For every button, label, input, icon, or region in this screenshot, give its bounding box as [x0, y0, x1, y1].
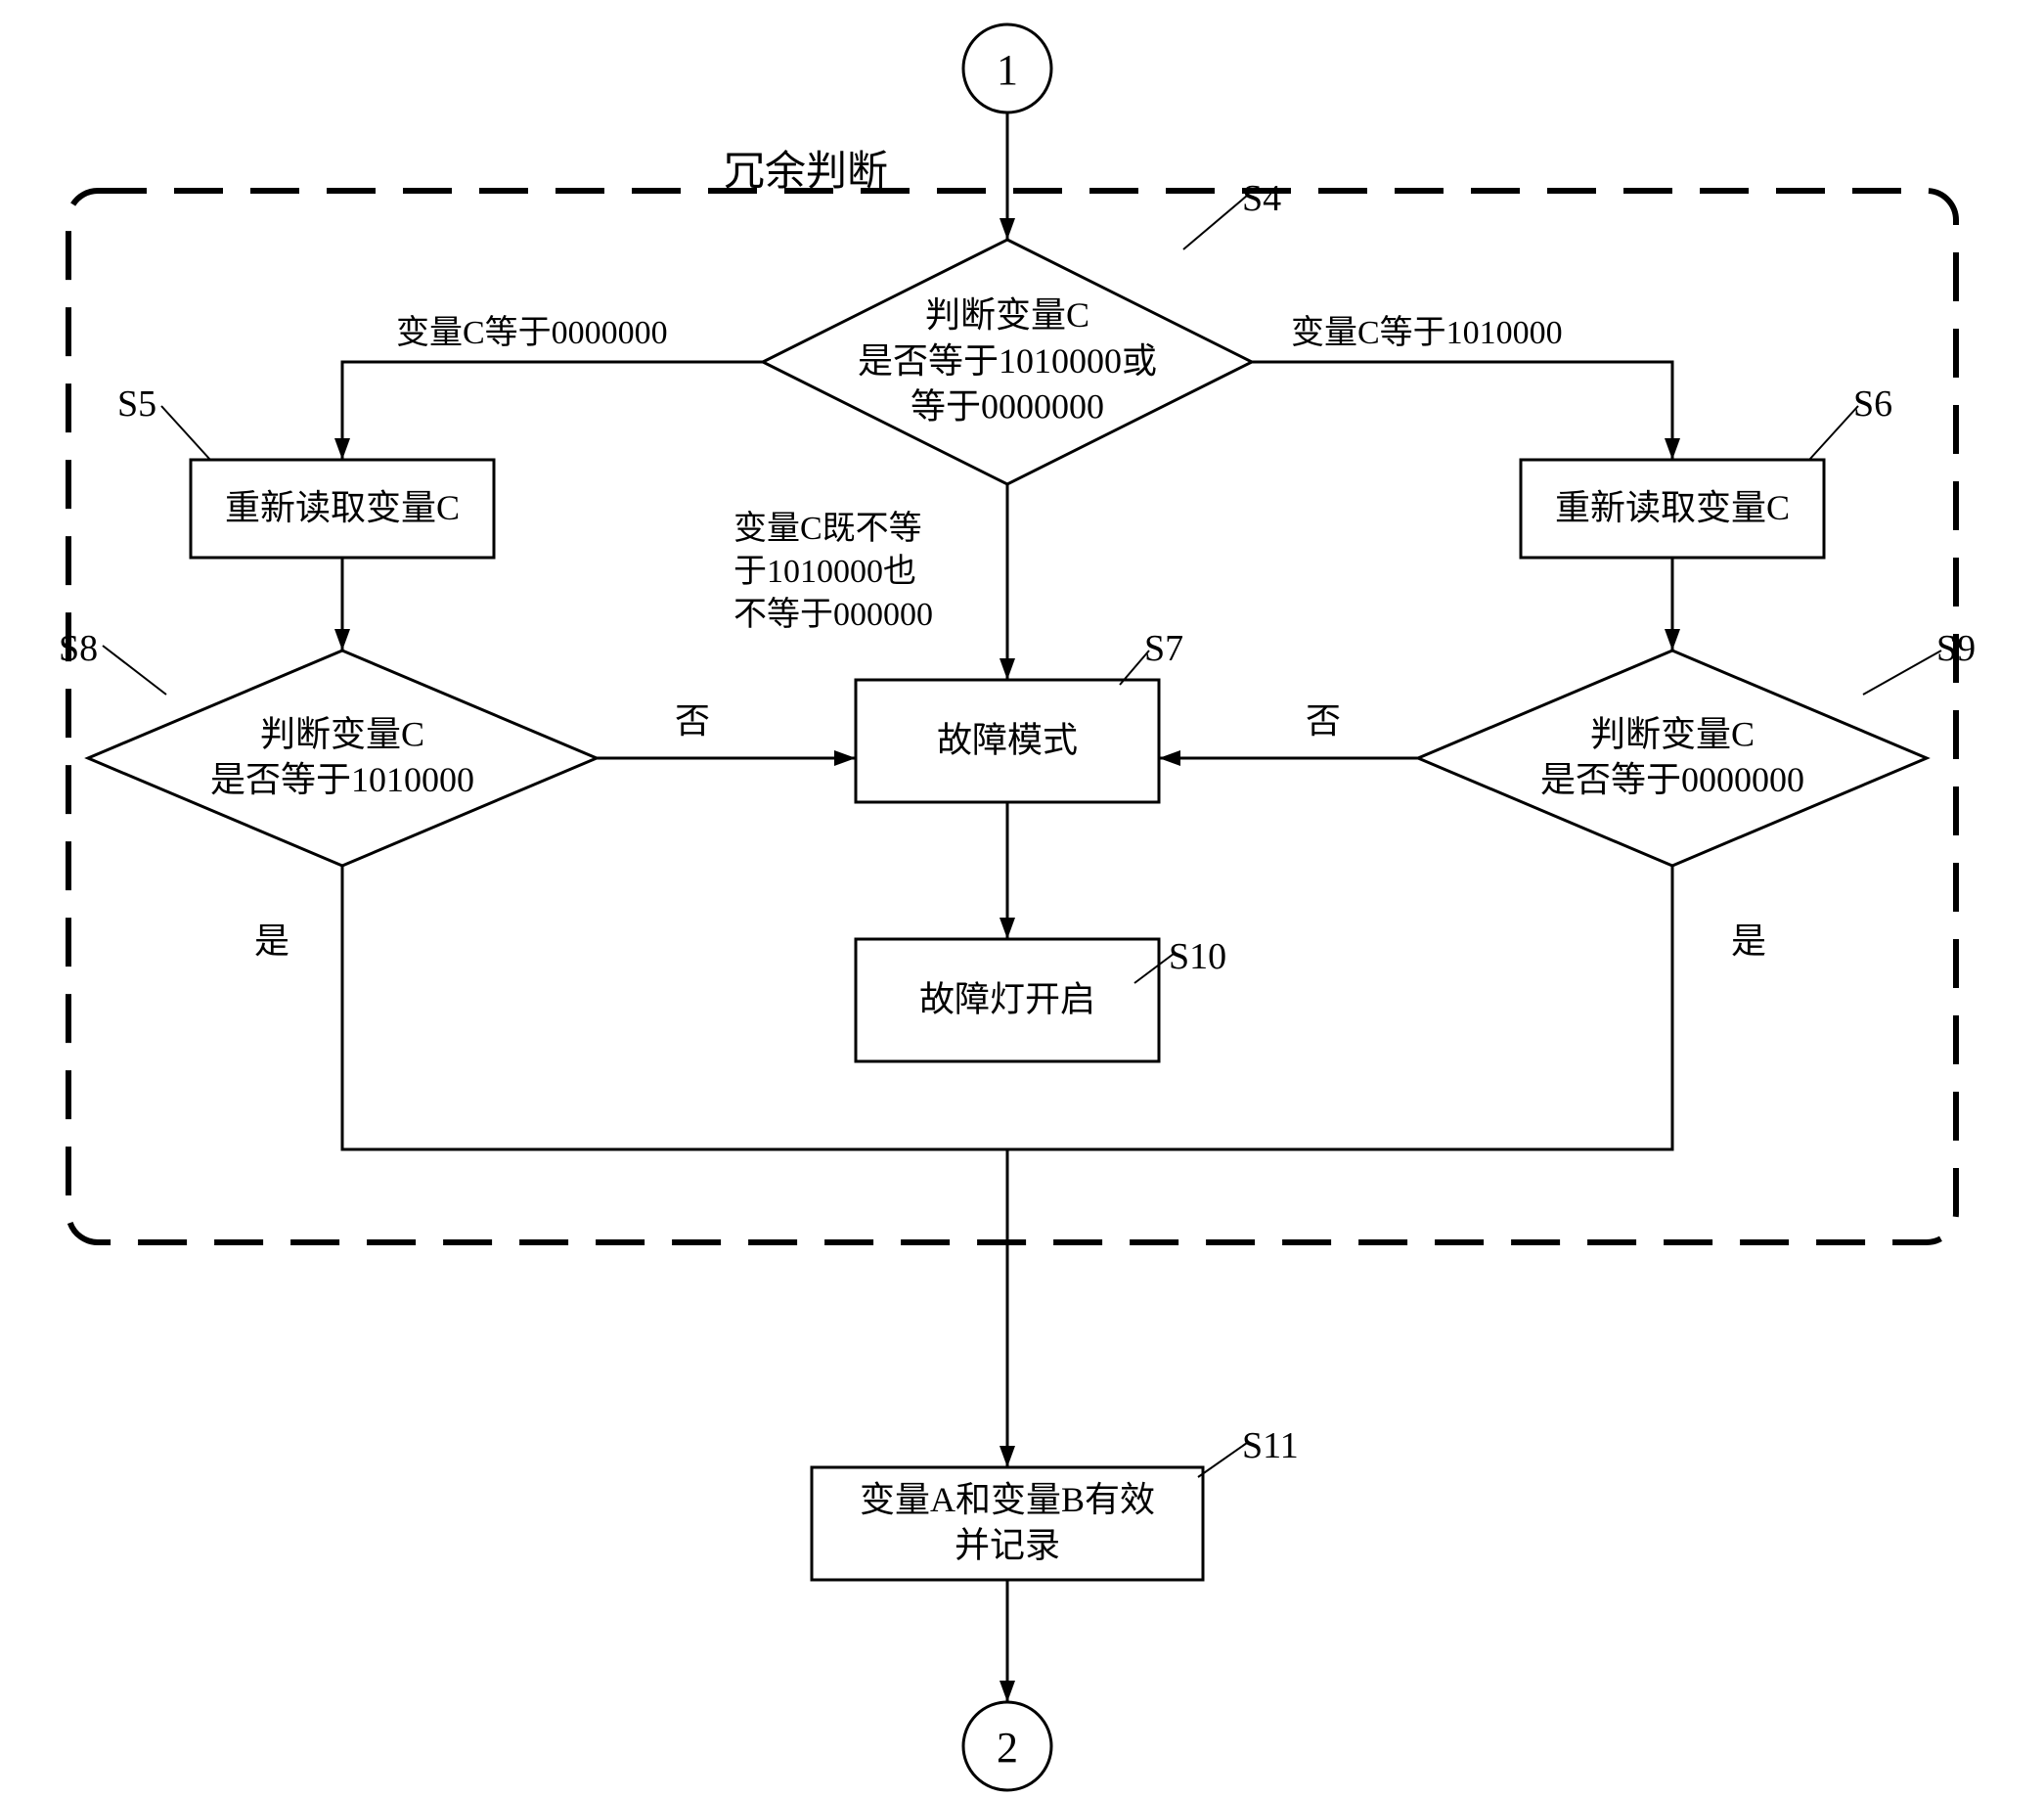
flowchart-svg: 1 2 判断变量C 是否等于1010000或等于0000000 重新读取变量C 重新读取变… — [0, 0, 2044, 1797]
s5-tag: S5 — [117, 382, 156, 428]
svg-text:重新读取变量C: 重新读取变量C — [1555, 488, 1790, 527]
svg-text:判断变量C: 判断变量C — [1590, 714, 1755, 753]
s4-tag: S4 — [1242, 176, 1281, 223]
svg-text:重新读取变量C: 重新读取变量C — [225, 488, 460, 527]
svg-text:并记录: 并记录 — [955, 1526, 1060, 1565]
svg-text:是否等于1010000或: 是否等于1010000或 — [858, 341, 1157, 381]
section-title: 冗余判断 — [724, 147, 888, 199]
s9-tag: S9 — [1936, 626, 1976, 673]
svg-text:1: 1 — [997, 46, 1018, 94]
svg-text:是否等于1010000: 是否等于1010000 — [210, 760, 474, 799]
svg-text:判断变量C: 判断变量C — [260, 714, 424, 753]
svg-text:判断变量C: 判断变量C — [925, 295, 1089, 335]
edge-mid-branch-2: 不等于000000 — [733, 595, 933, 637]
edge-mid-branch-1: 于1010000也 — [733, 552, 916, 594]
svg-text:等于0000000: 等于0000000 — [911, 387, 1104, 427]
s8-tag: S8 — [59, 626, 98, 673]
svg-text:2: 2 — [997, 1724, 1018, 1772]
s6-tag: S6 — [1853, 382, 1892, 428]
svg-text:故障灯开启: 故障灯开启 — [919, 979, 1095, 1018]
flowchart-canvas: 1 2 判断变量C 是否等于1010000或等于0000000 重新读取变量C 重新读取变… — [0, 0, 2044, 1797]
s11-tag: S11 — [1242, 1423, 1299, 1470]
edge-s8-no: 否 — [675, 699, 710, 743]
svg-text:故障模式: 故障模式 — [937, 720, 1078, 759]
edge-s9-yes: 是 — [1731, 920, 1766, 964]
svg-text:是否等于0000000: 是否等于0000000 — [1540, 760, 1804, 799]
s10-tag: S10 — [1169, 934, 1226, 981]
edge-right-branch: 变量C等于1010000 — [1291, 313, 1563, 355]
svg-text:变量A和变量B有效: 变量A和变量B有效 — [860, 1480, 1155, 1519]
s7-tag: S7 — [1144, 626, 1183, 673]
edge-mid-branch-0: 变量C既不等 — [733, 509, 922, 551]
edge-left-branch: 变量C等于0000000 — [396, 313, 668, 355]
edge-s9-no: 否 — [1306, 699, 1341, 743]
edge-s8-yes: 是 — [254, 920, 289, 964]
